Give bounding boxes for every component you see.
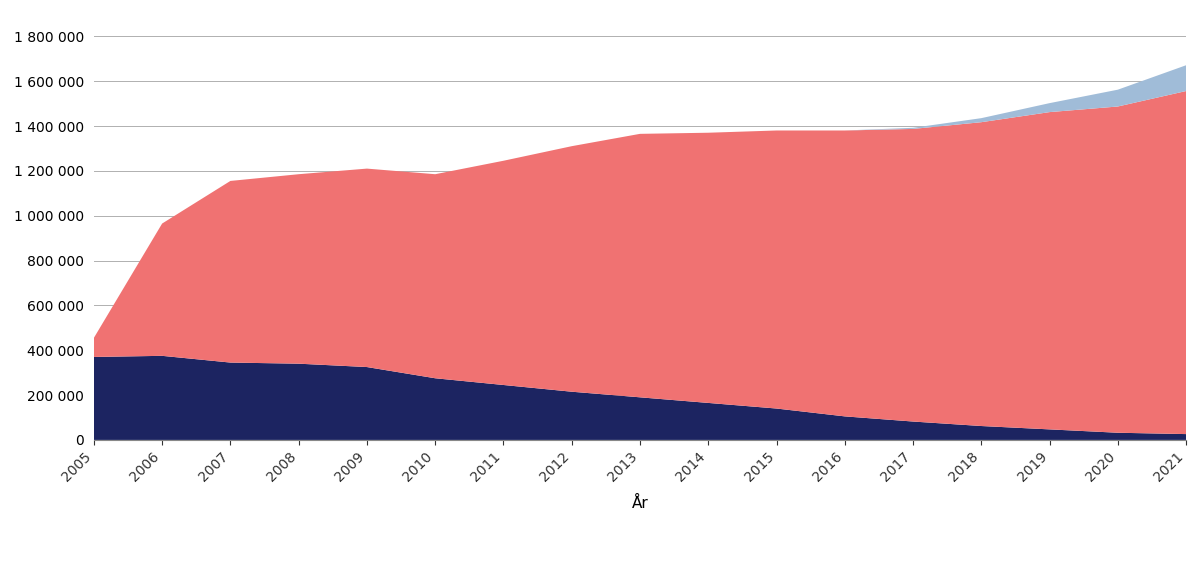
X-axis label: År: År (631, 496, 648, 510)
